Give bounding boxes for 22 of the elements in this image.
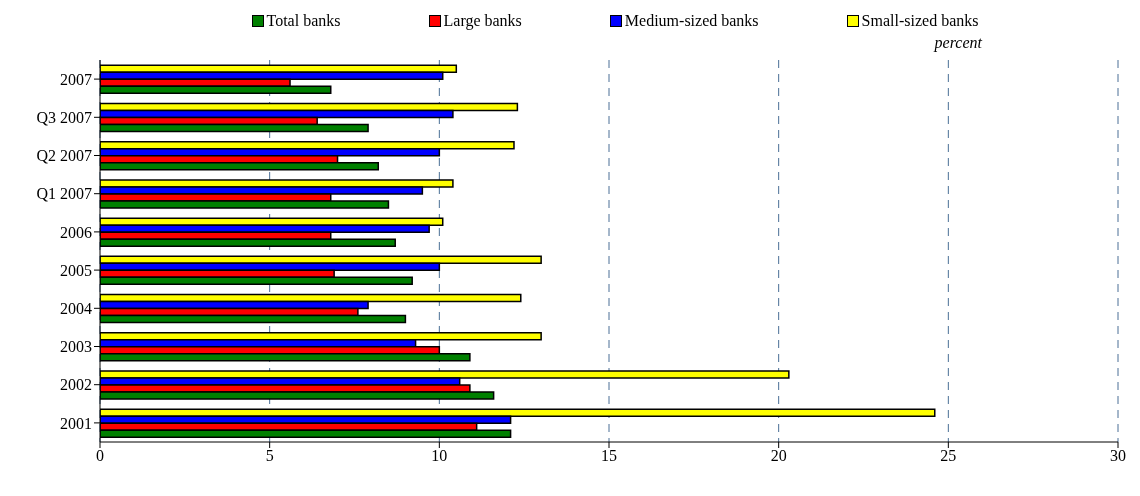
y-tick-label: 2001 xyxy=(60,414,92,432)
y-tick-label: 2006 xyxy=(60,223,92,241)
y-tick-label: 2003 xyxy=(60,338,92,356)
x-tick-label: 25 xyxy=(940,447,957,465)
x-tick-label: 15 xyxy=(601,447,617,465)
y-tick-label: Q1 2007 xyxy=(36,185,92,203)
y-tick-label: 2004 xyxy=(60,299,92,317)
legend-label: Large banks xyxy=(443,12,522,30)
y-tick-label: 2002 xyxy=(60,376,92,394)
y-tick-label: Q3 2007 xyxy=(36,108,92,126)
legend-label: Small-sized banks xyxy=(861,12,979,30)
x-tick-label: 30 xyxy=(1110,447,1126,465)
x-tick-label: 0 xyxy=(96,447,104,465)
text: percent xyxy=(934,34,982,52)
y-tick-label: Q2 2007 xyxy=(36,147,92,165)
y-tick-label: 2005 xyxy=(60,261,92,279)
x-tick-label: 20 xyxy=(770,447,787,465)
x-tick-label: 10 xyxy=(431,447,448,465)
y-tick-label: 2007 xyxy=(60,70,92,88)
x-tick-label: 5 xyxy=(265,447,274,465)
legend-label: Total banks xyxy=(266,12,341,30)
legend-label: Medium-sized banks xyxy=(624,12,759,30)
